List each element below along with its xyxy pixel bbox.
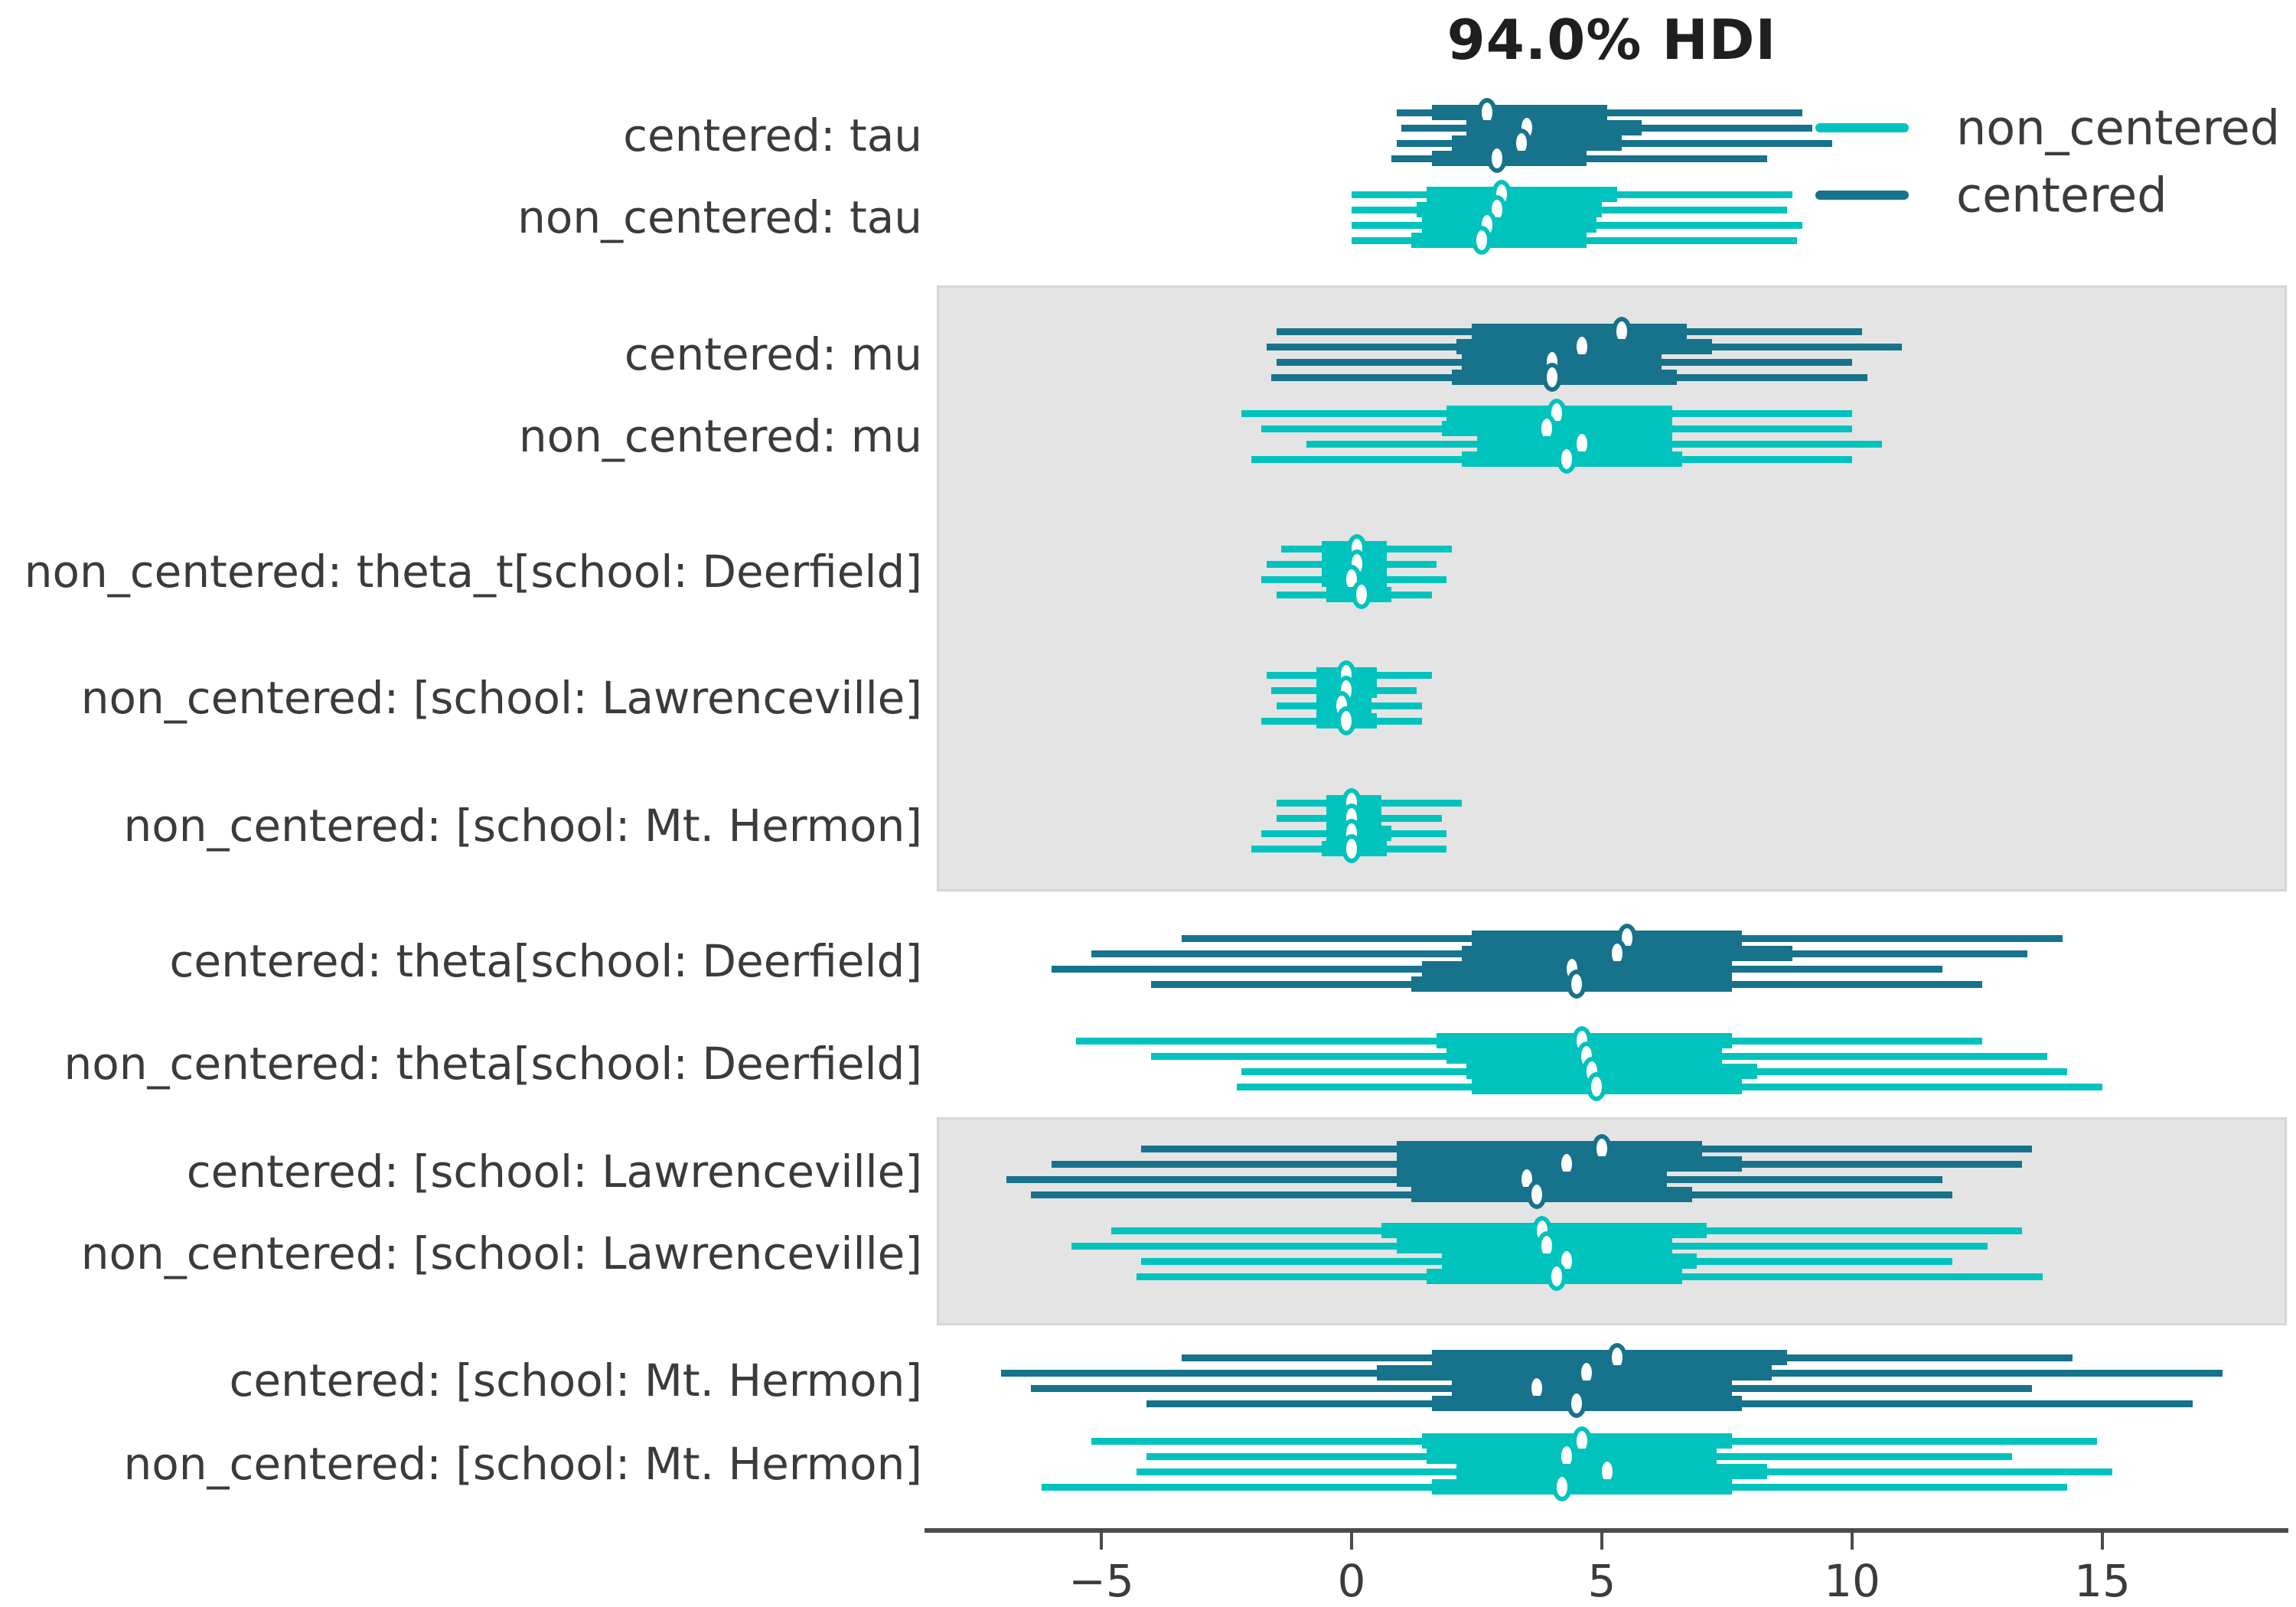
x-axis-tick-label: 15 (2074, 1555, 2131, 1607)
interquartile-bar (1466, 120, 1642, 135)
median-marker (1486, 144, 1507, 173)
interquartile-bar (1396, 1238, 1672, 1253)
median-marker (1342, 834, 1362, 863)
row-label-centered-mt-hermon: centered: [school: Mt. Hermon] (229, 1354, 922, 1407)
row-label-theta-t-lawrenceville: non_centered: [school: Lawrenceville] (80, 672, 922, 724)
x-axis-tick (1100, 1533, 1103, 1550)
x-axis-tick-label: −5 (1068, 1555, 1134, 1607)
median-marker (1526, 1180, 1547, 1209)
interquartile-bar (1376, 1365, 1773, 1380)
row-label-non-centered-mu: non_centered: mu (518, 410, 922, 462)
x-axis-tick-label: 5 (1587, 1555, 1616, 1607)
interquartile-bar (1396, 1141, 1702, 1156)
interquartile-bar (1451, 370, 1678, 385)
interquartile-bar (1427, 187, 1617, 202)
interquartile-bar (1431, 1396, 1743, 1411)
median-marker (1336, 676, 1357, 705)
row-label-non-centered-lawrenceville: non_centered: [school: Lawrenceville] (80, 1227, 922, 1279)
median-marker (1567, 970, 1587, 999)
row-label-theta-t-deerfield: non_centered: theta_t[school: Deerfield] (24, 546, 922, 598)
interquartile-bar (1421, 217, 1597, 233)
median-marker (1472, 226, 1492, 255)
x-axis-tick (2101, 1533, 2104, 1550)
x-axis-tick-label: 10 (1824, 1555, 1880, 1607)
legend-label-centered: centered (1956, 167, 2167, 223)
median-marker (1352, 580, 1372, 609)
row-label-non-centered-mt-hermon: non_centered: [school: Mt. Hermon] (123, 1438, 922, 1490)
interquartile-bar (1466, 1064, 1757, 1079)
median-marker (1541, 363, 1562, 392)
x-axis-tick (1350, 1533, 1353, 1550)
interquartile-bar (1441, 421, 1672, 436)
chart-title: 94.0% HDI (1446, 8, 1777, 72)
x-axis-tick (1851, 1533, 1854, 1550)
interquartile-bar (1431, 1479, 1733, 1495)
interquartile-bar (1431, 151, 1587, 166)
interquartile-bar (1471, 931, 1743, 946)
interquartile-bar (1417, 202, 1602, 217)
x-axis-line (925, 1528, 2288, 1533)
row-label-theta-t-mt-hermon: non_centered: [school: Mt. Hermon] (123, 800, 922, 852)
interquartile-bar (1451, 1380, 1733, 1396)
row-label-centered-mu: centered: mu (624, 328, 922, 380)
interquartile-bar (1411, 233, 1587, 248)
legend-label-non-centered: non_centered (1956, 99, 2281, 156)
interquartile-bar (1471, 324, 1688, 339)
x-axis-tick-label: 0 (1337, 1555, 1366, 1607)
interquartile-bar (1451, 135, 1623, 151)
legend-key-line-centered (1815, 191, 1909, 200)
median-marker (1551, 1472, 1572, 1501)
row-label-centered-lawrenceville: centered: [school: Lawrenceville] (186, 1146, 922, 1198)
row-label-centered-theta-deerfield: centered: theta[school: Deerfield] (169, 935, 922, 987)
median-marker (1547, 1262, 1567, 1291)
interquartile-bar (1461, 354, 1662, 370)
row-label-non-centered-theta-deerfield: non_centered: theta[school: Deerfield] (64, 1038, 922, 1090)
interquartile-bar (1411, 1187, 1692, 1202)
median-marker (1557, 445, 1577, 474)
median-marker (1587, 1072, 1607, 1101)
median-marker (1336, 706, 1357, 735)
median-marker (1567, 1389, 1587, 1418)
legend-key-line-non-centered (1815, 123, 1909, 132)
x-axis-tick (1600, 1533, 1603, 1550)
interquartile-bar (1431, 105, 1607, 120)
row-label-non-centered-tau: non_centered: tau (517, 191, 922, 243)
shaded-band (937, 285, 2287, 892)
row-label-centered-tau: centered: tau (623, 109, 922, 161)
interquartile-bar (1461, 946, 1792, 961)
interquartile-bar (1471, 1079, 1743, 1094)
